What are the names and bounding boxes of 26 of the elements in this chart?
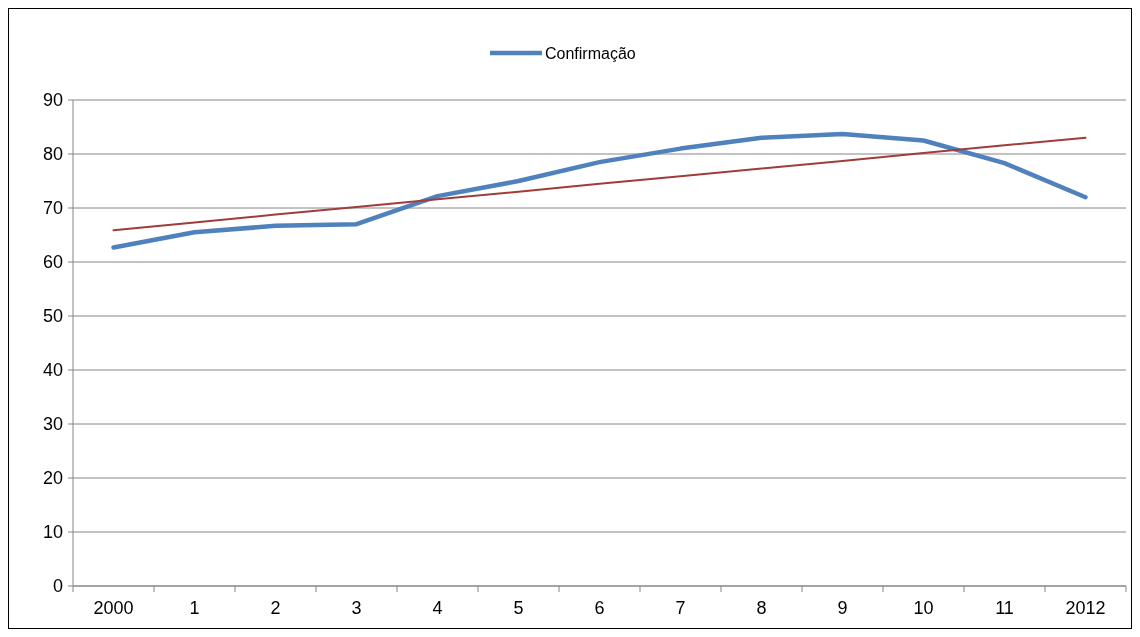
y-tick-label: 60 [42,252,63,273]
x-tick-label: 10 [913,598,934,618]
x-tick-label: 3 [351,598,362,618]
y-tick-label: 30 [42,414,63,435]
x-tick-label: 1 [189,598,200,618]
y-tick-label: 0 [52,576,63,597]
y-tick-label: 70 [42,198,63,219]
x-tick-label: 2 [270,598,281,618]
y-tick-label: 10 [42,522,63,543]
y-tick-label: 50 [42,306,63,327]
x-tick-label: 6 [594,598,605,618]
y-tick-label: 40 [42,360,63,381]
x-tick-label: 2012 [1065,598,1106,618]
y-tick-label: 80 [42,144,63,165]
x-tick-label: 7 [675,598,686,618]
line-series [111,131,1088,250]
x-tick-label: 2000 [93,598,134,618]
x-tick-label: 5 [513,598,524,618]
x-tick-label: 11 [995,598,1014,618]
legend-label: Confirmação [545,44,636,62]
x-tick-label: 9 [837,598,848,618]
y-tick-label: 20 [42,468,63,489]
x-tick-label: 4 [432,598,443,618]
y-tick-label: 90 [42,90,63,111]
x-tick-label: 8 [756,598,767,618]
line-series [112,136,1087,232]
